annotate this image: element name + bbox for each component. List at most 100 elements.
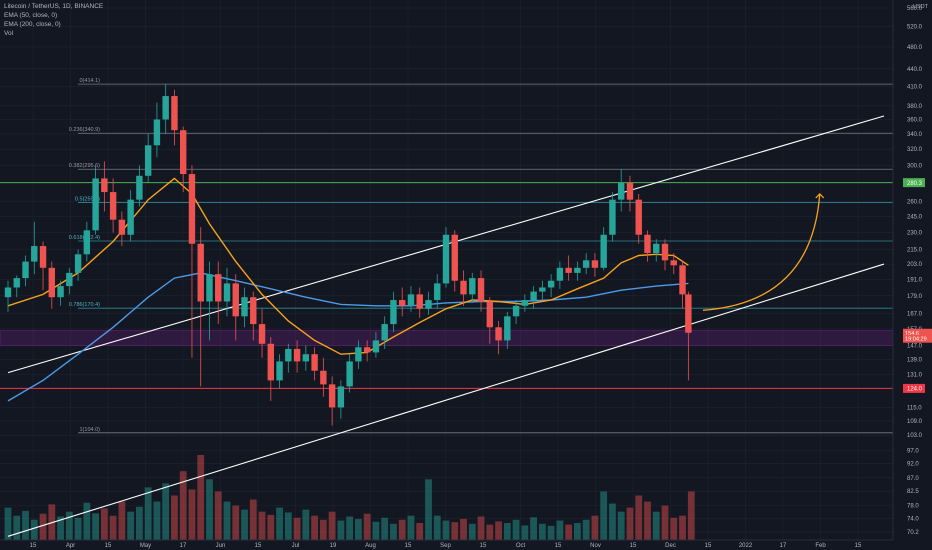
fib-label: 0.382(295.6) (69, 163, 100, 169)
price-tick-label: 92.0 (907, 462, 919, 468)
volume-bar (477, 516, 485, 540)
volume-bar (363, 513, 371, 540)
volume-bar (644, 501, 651, 540)
volume-bar (311, 515, 318, 540)
price-tick-label: 87.0 (907, 476, 919, 482)
volume-bar (661, 505, 669, 540)
volume-bar (521, 525, 529, 540)
volume-bar (390, 523, 397, 540)
volume-bar (223, 501, 231, 540)
ema200-legend[interactable]: EMA (200, close, 0) (4, 21, 61, 28)
volume-bar (153, 501, 161, 540)
volume-legend[interactable]: Vol (4, 30, 14, 37)
candle-body (31, 246, 38, 262)
ema50-legend[interactable]: EMA (50, close, 0) (4, 12, 58, 19)
volume-bar (468, 523, 476, 540)
fibonacci-retracement[interactable]: 0(414.1) 0.236(340.9) 0.382(295.6) 0.5(259.… (69, 78, 893, 434)
time-tick-label: Jul (292, 543, 300, 549)
candle-body (661, 243, 669, 261)
volume-bar (556, 520, 564, 540)
candle-body (285, 348, 292, 362)
candle-body (425, 300, 432, 309)
ema-lines (7, 177, 689, 402)
time-axis[interactable]: 15 Apr 15 May 17 Jun 15 Jul 19 Aug 15 Sep 15 Oct 15 Nov… (0, 539, 893, 549)
candle-body (215, 274, 222, 302)
candle-body (48, 267, 55, 298)
volume-bar (241, 509, 248, 540)
price-tick-label: 560.0 (907, 6, 923, 12)
volume-bar (495, 521, 502, 540)
volume-bar (214, 491, 222, 540)
volume-bar (319, 519, 327, 540)
price-tick-label: 109.0 (907, 419, 923, 425)
candle-body (477, 278, 485, 302)
candle-body (311, 354, 318, 371)
candle-body (372, 340, 380, 353)
time-tick-label: 19 (330, 543, 337, 549)
candle-body (626, 182, 634, 200)
price-tick-label: 179.0 (907, 294, 923, 300)
volume-bar (617, 511, 625, 540)
volume-bar (83, 502, 91, 540)
price-tick-label: 139.0 (907, 358, 923, 364)
volume-bar (372, 521, 380, 540)
volume-bar (232, 505, 240, 540)
candle-body (390, 300, 397, 325)
volume-bar (197, 455, 205, 540)
candle-body (434, 283, 441, 301)
volume-bar (57, 516, 64, 540)
candle-body (136, 175, 143, 200)
candle-body (83, 230, 91, 255)
time-tick-label: 15 (480, 543, 487, 549)
candle-body (460, 280, 467, 295)
candle-body (241, 297, 248, 317)
volume-bar (398, 519, 406, 540)
arrow-head (815, 193, 825, 199)
volume-bar (144, 487, 152, 540)
volume-bar (22, 510, 29, 540)
volume-bar (188, 489, 196, 540)
candle-body (302, 354, 310, 362)
volume-bar (30, 519, 38, 540)
fib-label: 0(414.1) (80, 78, 101, 84)
symbol-title[interactable]: Litecoin / TetherUS, 1D, BINANCE (4, 3, 104, 10)
volume-bar (100, 508, 108, 540)
price-tick-label: 215.0 (907, 248, 923, 254)
volume-bar (486, 524, 494, 540)
time-tick-label: 15 (105, 543, 112, 549)
candle-body (685, 294, 692, 333)
price-tick-label: 70.2 (907, 530, 919, 536)
time-tick-label: Nov (590, 543, 601, 549)
volume-bar (538, 523, 546, 540)
volume-bar (512, 519, 520, 540)
volume-bar (39, 513, 47, 540)
time-tick-label: 15 (255, 543, 262, 549)
candle-body (180, 130, 187, 175)
current-price-tag-label: 154.6 (905, 331, 919, 337)
volume-bar (609, 503, 616, 540)
volume-bar (74, 517, 82, 540)
ema200-line (7, 272, 689, 402)
volume-bar (258, 511, 266, 540)
projection-arrow[interactable] (702, 193, 825, 311)
arrow-curve (702, 193, 821, 311)
candle-body (188, 174, 196, 244)
candle-body (118, 219, 126, 235)
candle-body (495, 327, 502, 341)
candle-body (644, 234, 651, 254)
candle-body (13, 278, 20, 288)
time-tick-label: Aug (365, 543, 376, 549)
volume-bar (293, 517, 301, 540)
candle-body (197, 243, 204, 302)
volume-bar (433, 515, 441, 540)
volume-bar (162, 483, 170, 540)
candle-body (600, 234, 607, 268)
candle-body (74, 254, 82, 273)
time-tick-label: 15 (405, 543, 412, 549)
time-tick-label: 17 (780, 543, 787, 549)
horizontal-levels[interactable] (0, 182, 893, 389)
price-tick-label: 360.0 (907, 117, 923, 123)
current-price-tag (903, 328, 932, 337)
